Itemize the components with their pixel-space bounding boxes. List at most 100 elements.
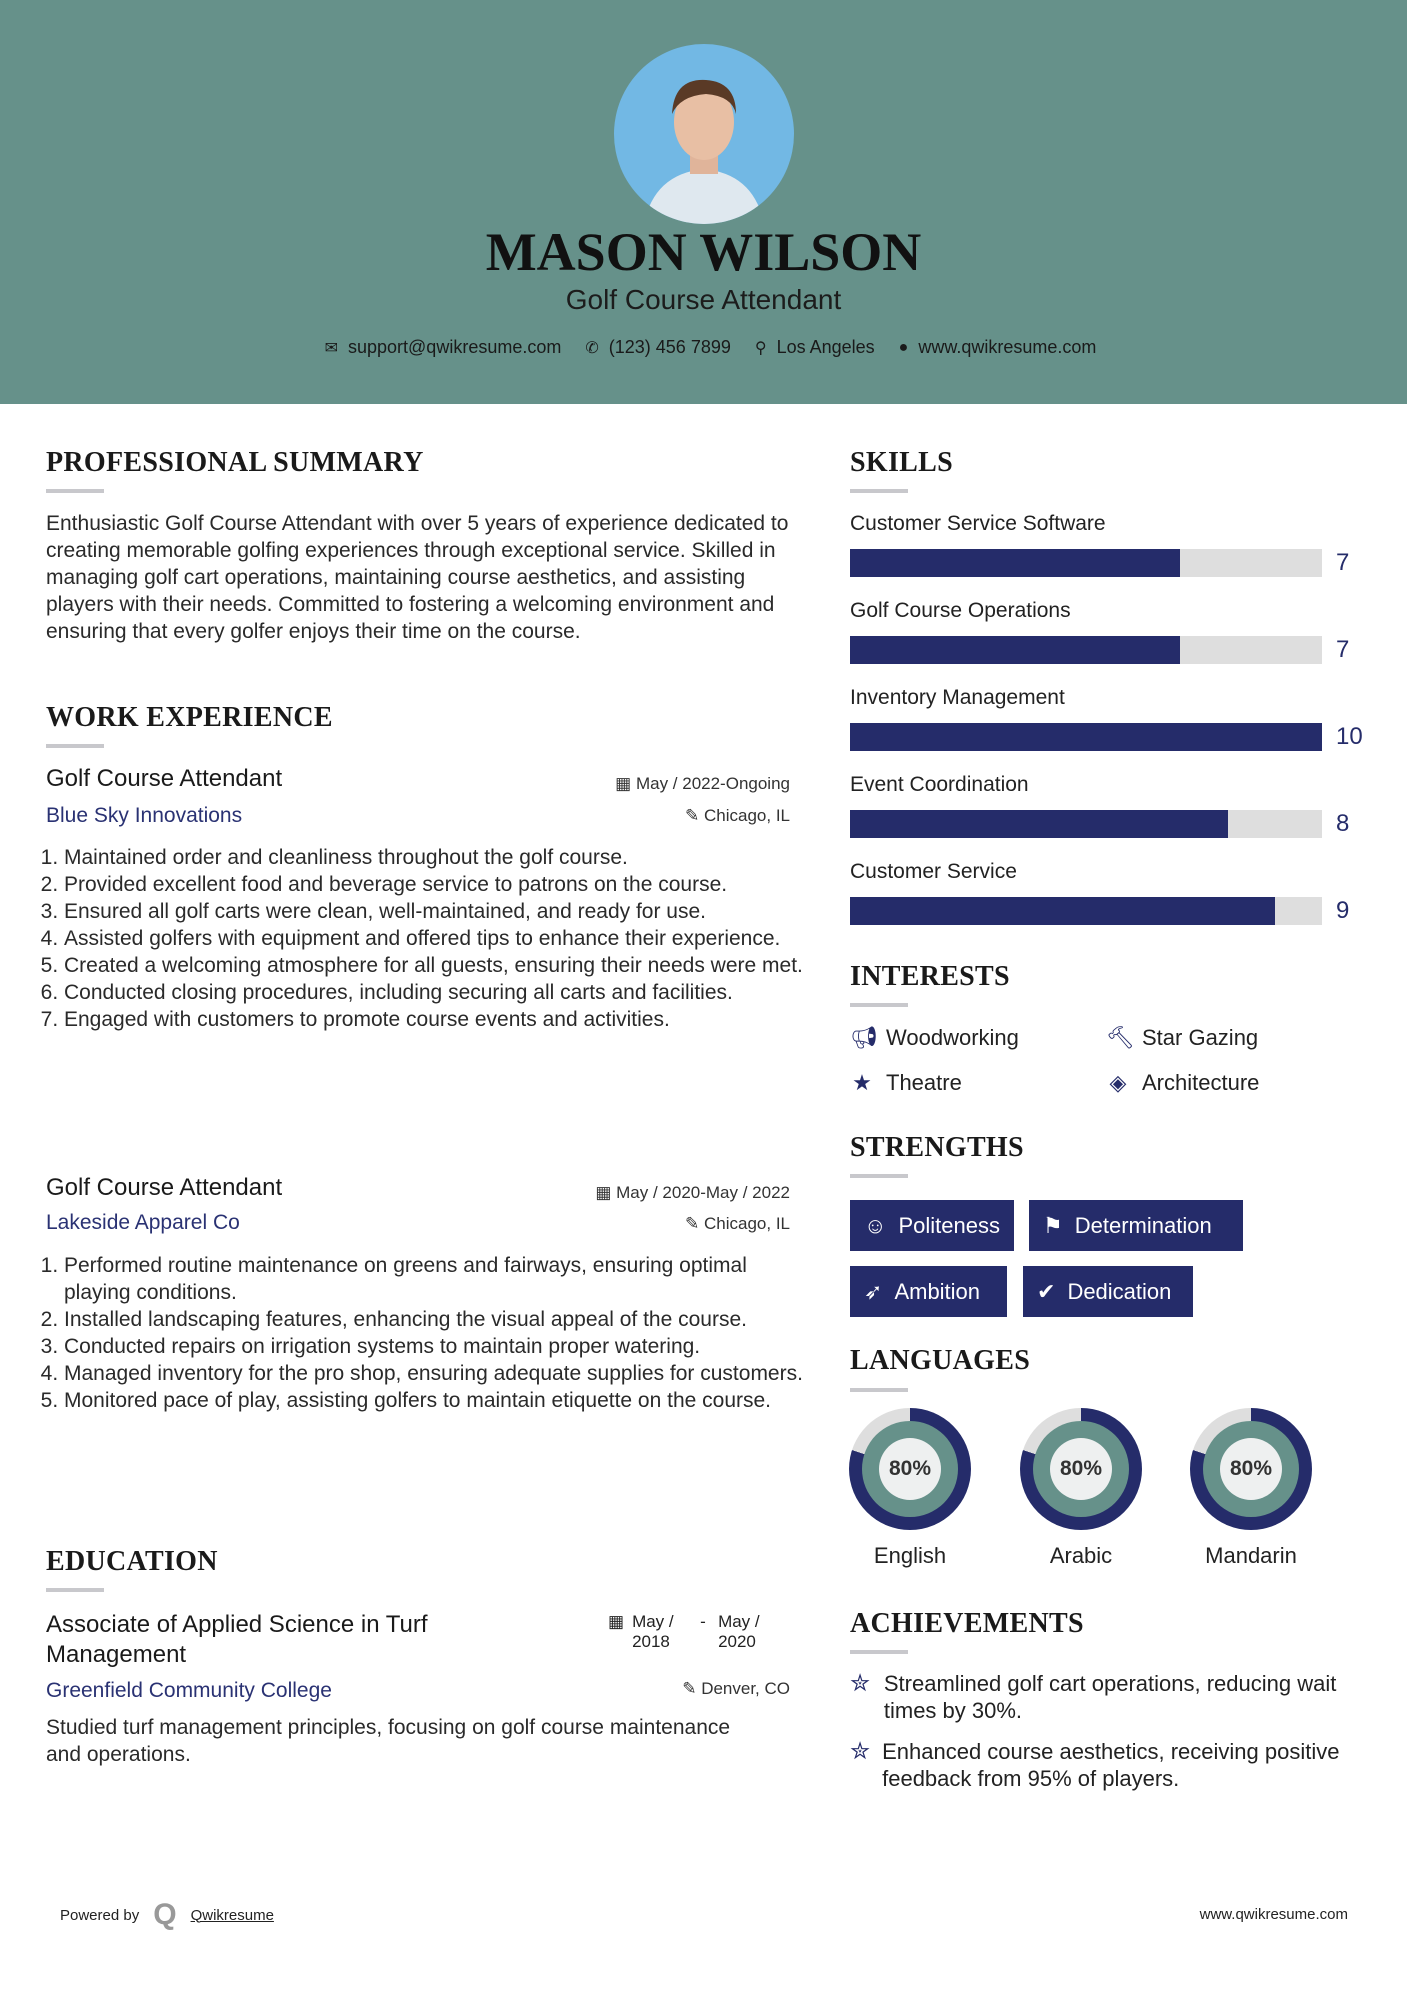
achievements-heading: ACHIEVEMENTS [850,1608,1084,1639]
list-item: Ensured all golf carts were clean, well-… [64,898,814,925]
email[interactable]: support@qwikresume.com [348,337,562,357]
achievement-item: ✮ Enhanced course aesthetics, receiving p… [850,1738,1340,1791]
list-item: Monitored pace of play, assisting golfer… [64,1387,814,1414]
list-item: Managed inventory for the pro shop, ensu… [64,1360,814,1387]
heading-underline [850,489,908,493]
summary-heading: PROFESSIONAL SUMMARY [46,447,424,478]
location: Los Angeles [776,337,875,357]
education-heading: EDUCATION [46,1546,218,1577]
language-label: Arabic [1049,1543,1113,1568]
skill-label: Golf Course Operations [850,599,1071,622]
calendar-icon: ▦ [615,774,636,793]
pin-icon: ✎ [685,806,704,825]
language-label: Mandarin [1205,1543,1297,1568]
company-name: Blue Sky Innovations [46,804,243,827]
brand-link[interactable]: Qwikresume [190,1906,274,1924]
envelope-icon: ✉ [324,339,338,357]
heading-underline [850,1174,908,1178]
smile-icon: ☺ [864,1212,887,1238]
skill-bar-fill [850,810,1228,838]
strengths-heading: STRENGTHS [850,1132,1024,1163]
list-item: Conducted repairs on irrigation systems … [64,1333,814,1360]
strength-tag: ➶ Ambition [850,1266,1007,1317]
check-circle-icon: ✔ [1037,1278,1056,1304]
education-dates: ▦ May / 2018 - May / 2020 [608,1612,760,1651]
skill-bar [850,897,1322,925]
flag-icon: ⚑ [1043,1212,1063,1238]
job-duties: Performed routine maintenance on greens … [44,1252,814,1414]
list-item: Engaged with customers to promote course… [64,1006,814,1033]
candidate-name: MASON WILSON [485,222,922,282]
megaphone-icon: 📢︎ [850,1025,878,1050]
list-item: Assisted golfers with equipment and offe… [64,925,814,952]
language-donut: 80% [1190,1408,1312,1530]
interest-item: ★ Theatre [850,1069,962,1097]
candidate-title: Golf Course Attendant [565,284,842,315]
interest-item: ◈ Architecture [1106,1069,1260,1097]
star-award-icon: ✮ [850,1670,871,1697]
qwikresume-logo-icon: Q [153,1898,177,1931]
footer-site[interactable]: www.qwikresume.com [1199,1906,1348,1923]
language-label: English [873,1543,947,1568]
skill-bar-fill [850,636,1181,664]
heading-underline [46,489,104,493]
calendar-icon: ▦ [608,1612,625,1631]
strength-tag: ☺ Politeness [850,1200,1014,1251]
list-item: Created a welcoming atmosphere for all g… [64,952,814,979]
skill-bar [850,636,1322,664]
contact-bar: ✉ support@qwikresume.com ✆ (123) 456 7899 … [0,337,1407,358]
skill-bar-fill [850,549,1181,577]
phone-icon: ✆ [585,339,599,357]
company-name: Lakeside Apparel Co [46,1211,240,1234]
skills-heading: SKILLS [850,447,953,478]
summary-text: Enthusiastic Golf Course Attendant with … [46,512,789,643]
skill-bar [850,723,1322,751]
strength-tag: ✔ Dedication [1023,1266,1193,1317]
work-heading: WORK EXPERIENCE [46,702,333,733]
interest-item: 🔨︎ Star Gazing [1106,1025,1259,1050]
language-percent: 80% [1220,1438,1282,1500]
star-icon: ★ [852,1070,872,1095]
skill-value: 7 [1336,636,1350,663]
rocket-icon: ➶ [864,1278,883,1304]
tag-icon: ◈ [1109,1070,1127,1095]
skill-bar [850,549,1322,577]
skill-label: Customer Service [850,860,1017,883]
skill-bar-fill [850,723,1322,751]
job-title: Golf Course Attendant [46,1174,283,1201]
education-location: ✎ Denver, CO [682,1679,790,1698]
gavel-icon: 🔨︎ [1106,1025,1134,1050]
footer-powered: Powered by Q Qwikresume [60,1898,274,1931]
language-donut: 80% [849,1408,971,1530]
job-location: ✎ Chicago, IL [685,806,790,825]
achievement-item: ✮ Streamlined golf cart operations, reduc… [850,1670,1337,1723]
job-dates: ▦ May / 2022-Ongoing [615,774,790,793]
heading-underline [46,1588,104,1592]
map-pin-icon: ⚲ [754,339,767,357]
job-duties: Maintained order and cleanliness through… [44,844,814,1033]
strength-tag: ⚑ Determination [1029,1200,1243,1251]
school-name: Greenfield Community College [46,1679,332,1702]
skill-label: Customer Service Software [850,512,1106,535]
job-dates: ▦ May / 2020-May / 2022 [595,1183,790,1202]
language-percent: 80% [1050,1438,1112,1500]
heading-underline [850,1650,908,1654]
skill-label: Inventory Management [850,686,1065,709]
date-separator: - [700,1612,706,1631]
website[interactable]: www.qwikresume.com [918,337,1097,357]
list-item: Installed landscaping features, enhancin… [64,1306,814,1333]
phone: (123) 456 7899 [608,337,731,357]
interest-item: 📢︎ Woodworking [850,1025,1019,1050]
language-donut: 80% [1020,1408,1142,1530]
skill-value: 9 [1336,897,1350,924]
heading-underline [850,1003,908,1007]
star-award-icon: ✮ [850,1738,871,1765]
profile-photo [614,44,794,224]
list-item: Conducted closing procedures, including … [64,979,814,1006]
job-location: ✎ Chicago, IL [685,1214,790,1233]
pin-icon: ✎ [682,1679,702,1698]
language-percent: 80% [879,1438,941,1500]
skill-value: 10 [1336,723,1363,750]
pin-icon: ✎ [685,1214,704,1233]
degree: Associate of Applied Science in Turf Man… [46,1611,428,1668]
